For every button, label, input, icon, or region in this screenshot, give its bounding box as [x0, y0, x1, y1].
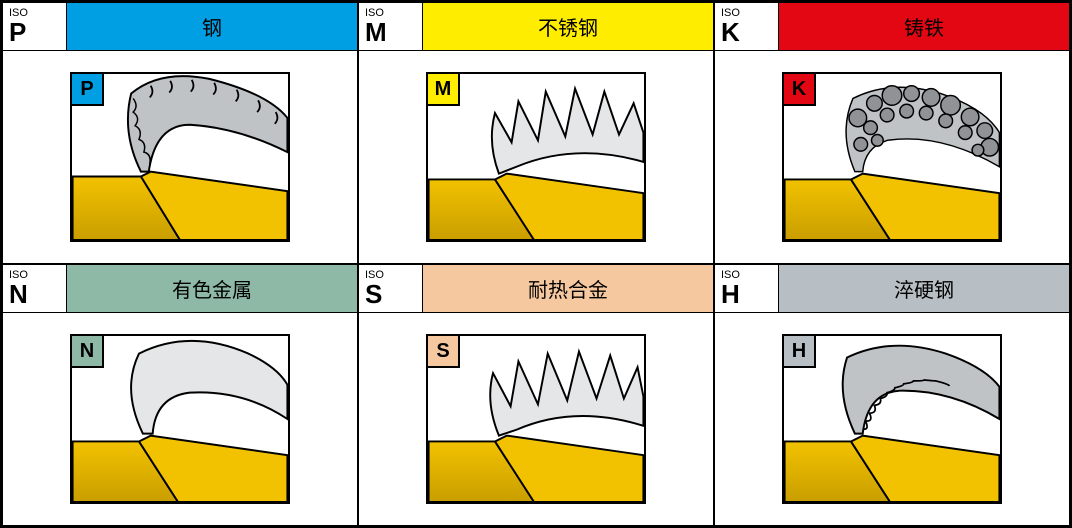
title-K: 铸铁: [779, 3, 1069, 50]
panel-N: N: [70, 334, 290, 504]
badge-P: P: [72, 74, 104, 106]
chip-diagram-P: [72, 74, 288, 240]
panel-S: S: [426, 334, 646, 504]
iso-letter: S: [365, 281, 416, 307]
illustration-P: P: [3, 51, 357, 263]
badge-M: M: [428, 74, 460, 106]
title-N: 有色金属: [67, 265, 357, 312]
chip-diagram-K: [784, 74, 1000, 240]
chip-diagram-M: [428, 74, 644, 240]
header-P: ISO P 钢: [3, 3, 357, 51]
iso-letter: K: [721, 19, 772, 45]
panel-M: M: [426, 72, 646, 242]
cell-S: ISO S 耐热合金 S: [358, 264, 714, 526]
badge-N: N: [72, 336, 104, 368]
badge-S: S: [428, 336, 460, 368]
cell-N: ISO N 有色金属 N: [2, 264, 358, 526]
iso-letter: H: [721, 281, 772, 307]
illustration-M: M: [359, 51, 713, 263]
iso-box-N: ISO N: [3, 265, 67, 312]
chip-diagram-N: [72, 336, 288, 502]
title-S: 耐热合金: [423, 265, 713, 312]
panel-H: H: [782, 334, 1002, 504]
title-M: 不锈钢: [423, 3, 713, 50]
cell-P: ISO P 钢 P: [2, 2, 358, 264]
header-K: ISO K 铸铁: [715, 3, 1069, 51]
chip-diagram-S: [428, 336, 644, 502]
illustration-S: S: [359, 313, 713, 525]
illustration-N: N: [3, 313, 357, 525]
iso-box-P: ISO P: [3, 3, 67, 50]
title-P: 钢: [67, 3, 357, 50]
material-grid: ISO P 钢 P ISO M: [0, 0, 1072, 528]
header-S: ISO S 耐热合金: [359, 265, 713, 313]
title-H: 淬硬钢: [779, 265, 1069, 312]
cell-H: ISO H 淬硬钢 H: [714, 264, 1070, 526]
iso-letter: M: [365, 19, 416, 45]
iso-box-H: ISO H: [715, 265, 779, 312]
header-H: ISO H 淬硬钢: [715, 265, 1069, 313]
iso-box-S: ISO S: [359, 265, 423, 312]
illustration-K: K: [715, 51, 1069, 263]
panel-P: P: [70, 72, 290, 242]
iso-letter: P: [9, 19, 60, 45]
chip-diagram-H: [784, 336, 1000, 502]
iso-letter: N: [9, 281, 60, 307]
iso-box-M: ISO M: [359, 3, 423, 50]
header-N: ISO N 有色金属: [3, 265, 357, 313]
iso-box-K: ISO K: [715, 3, 779, 50]
illustration-H: H: [715, 313, 1069, 525]
panel-K: K: [782, 72, 1002, 242]
header-M: ISO M 不锈钢: [359, 3, 713, 51]
cell-K: ISO K 铸铁 K: [714, 2, 1070, 264]
badge-H: H: [784, 336, 816, 368]
cell-M: ISO M 不锈钢 M: [358, 2, 714, 264]
badge-K: K: [784, 74, 816, 106]
